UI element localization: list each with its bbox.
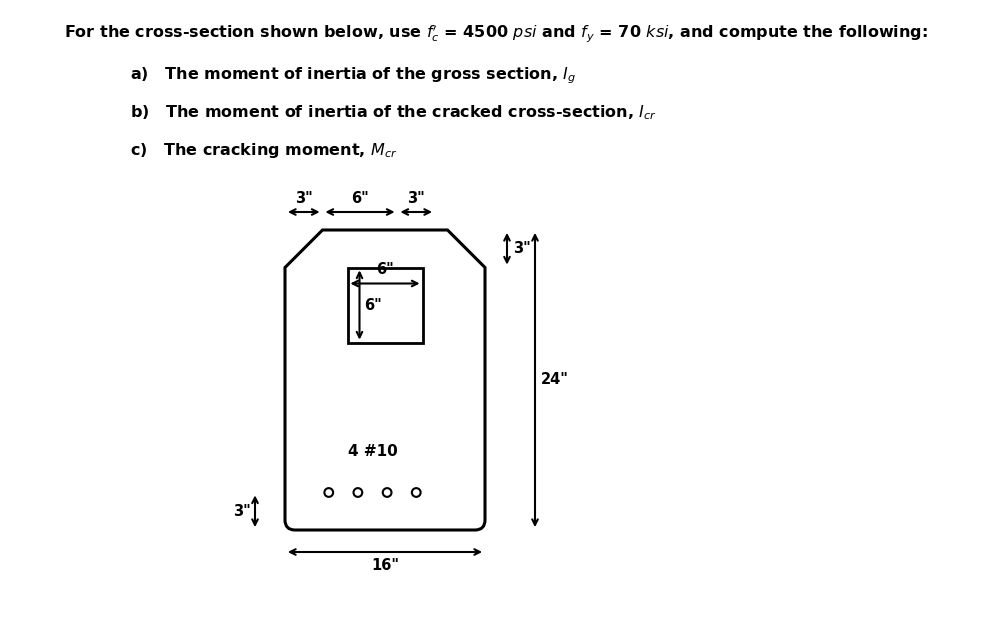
- Text: 3": 3": [408, 191, 426, 206]
- Text: b)   The moment of inertia of the cracked cross-section, $I_{cr}$: b) The moment of inertia of the cracked …: [130, 103, 657, 122]
- Text: c)   The cracking moment, $M_{cr}$: c) The cracking moment, $M_{cr}$: [130, 141, 398, 160]
- Text: 3": 3": [295, 191, 312, 206]
- Text: 3": 3": [513, 241, 531, 256]
- Text: 16": 16": [371, 558, 399, 573]
- Text: 3": 3": [233, 504, 251, 519]
- Text: a)   The moment of inertia of the gross section, $I_g$: a) The moment of inertia of the gross se…: [130, 65, 576, 85]
- Text: 6": 6": [376, 263, 394, 278]
- Text: 6": 6": [364, 298, 382, 313]
- Text: 6": 6": [351, 191, 369, 206]
- Text: 4 #10: 4 #10: [347, 445, 398, 460]
- Text: For the cross-section shown below, use $f_c^{\prime}$ = 4500 $psi$ and $f_y$ = 7: For the cross-section shown below, use $…: [64, 22, 928, 44]
- Text: 24": 24": [541, 372, 568, 387]
- Bar: [347, 268, 423, 342]
